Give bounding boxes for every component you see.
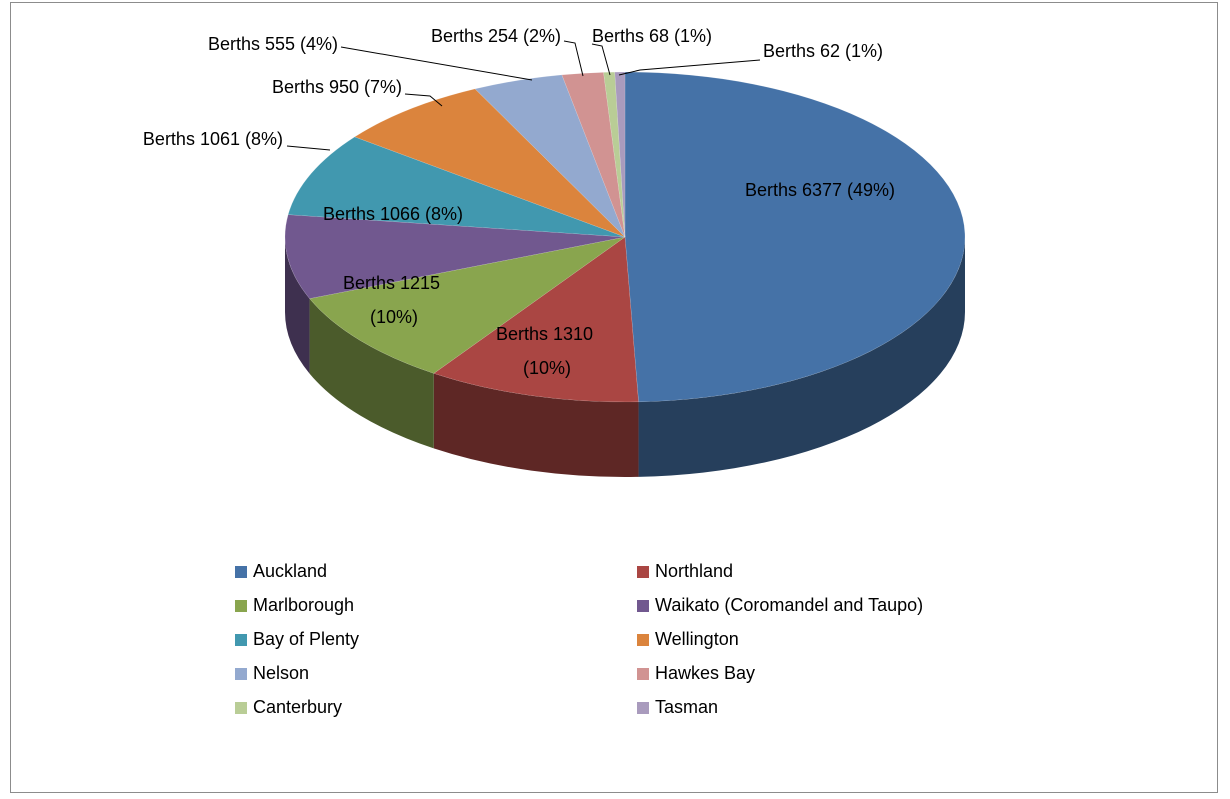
pie-slice (354, 88, 626, 238)
legend-label: Nelson (253, 663, 309, 683)
pie-slice (624, 71, 966, 403)
legend-swatch (235, 600, 247, 612)
pie-side (309, 298, 434, 449)
legend-swatch (637, 600, 649, 612)
pie-side (285, 237, 310, 374)
data-label: Berths 68 (1%) (592, 26, 712, 46)
leader-line (404, 93, 443, 107)
legend-swatch (235, 634, 247, 646)
legend-swatch (235, 566, 247, 578)
pie-slice (433, 236, 639, 403)
legend-label: Bay of Plenty (253, 629, 359, 649)
legend-label: Canterbury (253, 697, 342, 717)
leader-line (563, 40, 584, 77)
data-label: Berths 950 (7%) (272, 77, 402, 97)
pie-slice (309, 236, 626, 374)
legend-label: Hawkes Bay (655, 663, 755, 683)
legend-label: Waikato (Coromandel and Taupo) (655, 595, 923, 615)
leader-line (340, 46, 533, 81)
data-label: Berths 1061 (8%) (143, 129, 283, 149)
pie-slice (614, 71, 626, 238)
legend-swatch (637, 668, 649, 680)
data-label: Berths 254 (2%) (431, 26, 561, 46)
data-label: Berths 1310 (10%) (496, 324, 598, 378)
legend-label: Tasman (655, 697, 718, 717)
pie-side (638, 237, 965, 477)
legend-swatch (235, 668, 247, 680)
legend-swatch (637, 634, 649, 646)
data-label: Berths 6377 (49%) (745, 180, 895, 200)
pie-slice (284, 214, 626, 299)
pie-slice (287, 136, 626, 238)
pie-slice (474, 74, 626, 238)
legend-label: Northland (655, 561, 733, 581)
data-label: Berths 1215 (10%) (343, 273, 445, 327)
legend-label: Auckland (253, 561, 327, 581)
pie-side (433, 373, 639, 477)
data-label: Berths 62 (1%) (763, 41, 883, 61)
legend-swatch (235, 702, 247, 714)
leader-line (618, 59, 761, 76)
leader-line (286, 145, 331, 151)
legend-label: Marlborough (253, 595, 354, 615)
data-label: Berths 1066 (8%) (323, 204, 463, 224)
data-label: Berths 555 (4%) (208, 34, 338, 54)
legend-swatch (637, 566, 649, 578)
legend-label: Wellington (655, 629, 739, 649)
legend-swatch (637, 702, 649, 714)
leader-line (591, 43, 611, 76)
